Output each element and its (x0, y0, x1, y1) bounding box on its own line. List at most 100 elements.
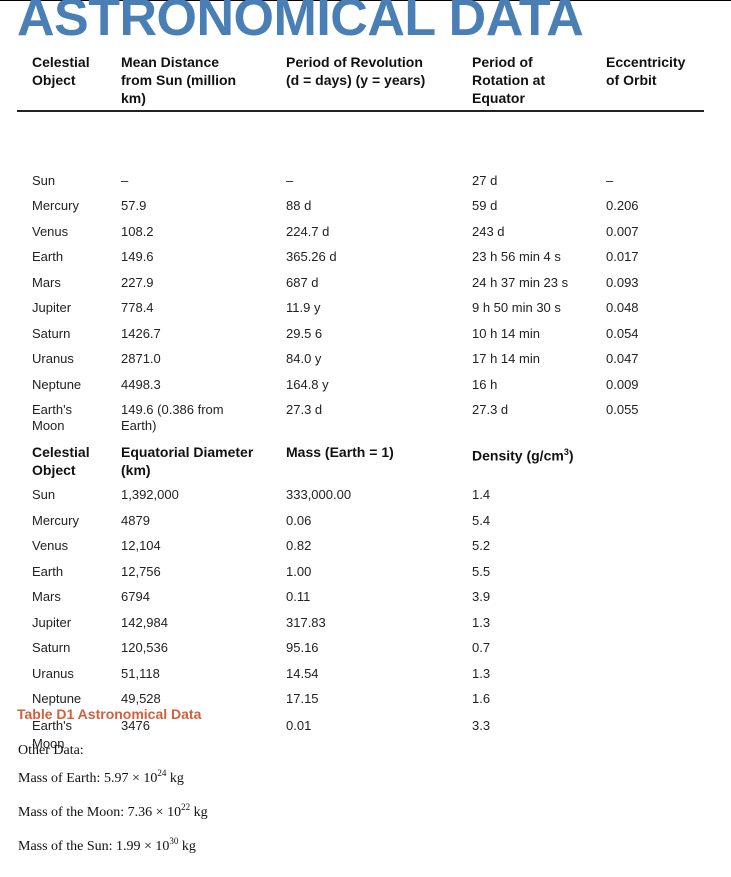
table2-cell: 3.9 (472, 589, 491, 604)
table1-cell: 778.4 (121, 300, 154, 315)
other-data-mantissa: 1.99 × 10 (116, 839, 170, 854)
table1-header-cell: Period of Revolution (d = days) (y = year… (286, 54, 426, 88)
table1-cell: 11.9 y (286, 300, 321, 315)
table1-cell: Uranus (32, 351, 74, 366)
table1-cell: 108.2 (121, 224, 154, 239)
table1-cell: Sun (32, 173, 56, 188)
table-caption: Table D1 Astronomical Data (17, 706, 202, 722)
other-data-unit: kg (178, 839, 196, 854)
table1-cell: Earth's Moon (32, 402, 73, 433)
table2-cell: 317.83 (286, 615, 326, 630)
table2-cell: 0.01 (286, 718, 312, 733)
table1-cell: 27.3 d (472, 402, 509, 417)
table2-cell: 51,118 (121, 666, 160, 681)
table1-cell: 84.0 y (286, 351, 322, 366)
table1-cell: 227.9 (121, 275, 154, 290)
table1-cell: 0.009 (606, 377, 639, 392)
table1-cell: Mercury (32, 198, 79, 213)
table1-header-row: Celestial Object Mean Distance from Sun (mi… (17, 53, 704, 107)
table2-cell: 0.11 (286, 589, 311, 604)
table1-cell: 17 h 14 min (472, 351, 540, 366)
other-data-label: Mass of Earth: (18, 771, 104, 786)
other-data-label: Mass of the Moon: (18, 805, 128, 820)
table2-cell: 3.3 (472, 718, 491, 733)
table2-cell: 0.06 (286, 513, 312, 528)
table1-cell: Jupiter (32, 300, 72, 315)
table1-cell: – (606, 173, 614, 188)
table1-header-cell: Celestial Object (32, 54, 90, 88)
table1-cell: 27.3 d (286, 402, 323, 417)
table1-header-cell: Eccentricity of Orbit (606, 54, 686, 88)
table1-header-rule (17, 110, 704, 112)
table2-cell: 3476 (121, 718, 150, 733)
table2-cell: Neptune (32, 691, 82, 706)
table2-header-cell-density: Density (g/cm3) (472, 447, 574, 464)
table2-cell: 4879 (121, 513, 150, 528)
other-data-item: Mass of Earth: 5.97 × 1024 kg (18, 768, 184, 787)
table2-cell: 12,756 (121, 564, 161, 579)
other-data-unit: kg (190, 805, 208, 820)
table2-cell: 0.82 (286, 538, 312, 553)
table1-cell: – (121, 173, 129, 188)
table2-cell: 6794 (121, 589, 150, 604)
other-data-mantissa: 7.36 × 10 (127, 805, 182, 820)
table1-cell: 0.007 (606, 224, 639, 239)
table1-cell: Neptune (32, 377, 82, 392)
other-data-unit: kg (166, 771, 184, 786)
astronomical-data-tables: Celestial Object Mean Distance from Sun (mi… (0, 0, 731, 751)
other-data-exponent: 24 (157, 768, 167, 778)
table2-cell: 1.00 (286, 564, 312, 579)
table1-cell: 687 d (286, 275, 319, 290)
table2-cell: 12,104 (121, 538, 161, 553)
table2-cell: 1.3 (472, 666, 491, 681)
table1-cell: 57.9 (121, 198, 147, 213)
table1-cell: 224.7 d (286, 224, 330, 239)
table1-cell: 0.093 (606, 275, 639, 290)
table2-header-cell: Celestial Object (32, 444, 90, 478)
other-data-mantissa: 5.97 × 10 (103, 771, 158, 786)
table2-cell: Sun (32, 487, 56, 502)
table1-cell: 1426.7 (121, 326, 161, 341)
table1-cell: Earth (32, 249, 64, 264)
table2-cell: Mercury (32, 513, 79, 528)
table1-cell: 9 h 50 min 30 s (472, 300, 561, 315)
other-data-exponent: 22 (181, 802, 191, 812)
table1-cell: 0.054 (606, 326, 639, 341)
other-data-label: Mass of the Sun: (18, 839, 116, 854)
table2-cell: 142,984 (121, 615, 168, 630)
table1-cell: – (286, 173, 294, 188)
table2-cell: 5.5 (472, 564, 491, 579)
table2-cell: 120,536 (121, 640, 168, 655)
table1-cell: Mars (32, 275, 61, 290)
table1-cell: 243 d (472, 224, 505, 239)
table1-cell: 24 h 37 min 23 s (472, 275, 569, 290)
table1-cell: 149.6 (0.386 from Earth) (121, 402, 224, 433)
table2-cell: 14.54 (286, 666, 319, 681)
other-data-heading: Other Data: (18, 743, 84, 758)
table2-cell: 333,000.00 (286, 487, 352, 502)
table2-cell: 1.3 (472, 615, 491, 630)
table2-cell: 95.16 (286, 640, 319, 655)
table1-cell: 149.6 (121, 249, 154, 264)
table1-cell: 0.206 (606, 198, 639, 213)
table2-cell: 49,528 (121, 691, 161, 706)
table1-cell: 88 d (286, 198, 312, 213)
table2-cell: 17.15 (286, 691, 319, 706)
table1-cell: 27 d (472, 173, 498, 188)
table1-cell: 0.047 (606, 351, 639, 366)
table2-cell: 1,392,000 (121, 487, 179, 502)
table2-header-cell: Equatorial Diameter (km) (121, 444, 254, 478)
table1-cell: 0.055 (606, 402, 639, 417)
table1-cell: Venus (32, 224, 69, 239)
table2-cell: 5.2 (472, 538, 491, 553)
table2-cell: 1.6 (472, 691, 491, 706)
table1-cell: 0.017 (606, 249, 639, 264)
table1-cell: 23 h 56 min 4 s (472, 249, 561, 264)
table2-cell: Earth's Moon (32, 718, 73, 751)
page-title: ASTRONOMICAL DATA (17, 0, 584, 47)
table2-cell: Venus (32, 538, 69, 553)
table2-cell: 1.4 (472, 487, 491, 502)
table2-cell: 5.4 (472, 513, 491, 528)
table1-cell: 29.5 6 (286, 326, 323, 341)
table2-cell: Jupiter (32, 615, 72, 630)
